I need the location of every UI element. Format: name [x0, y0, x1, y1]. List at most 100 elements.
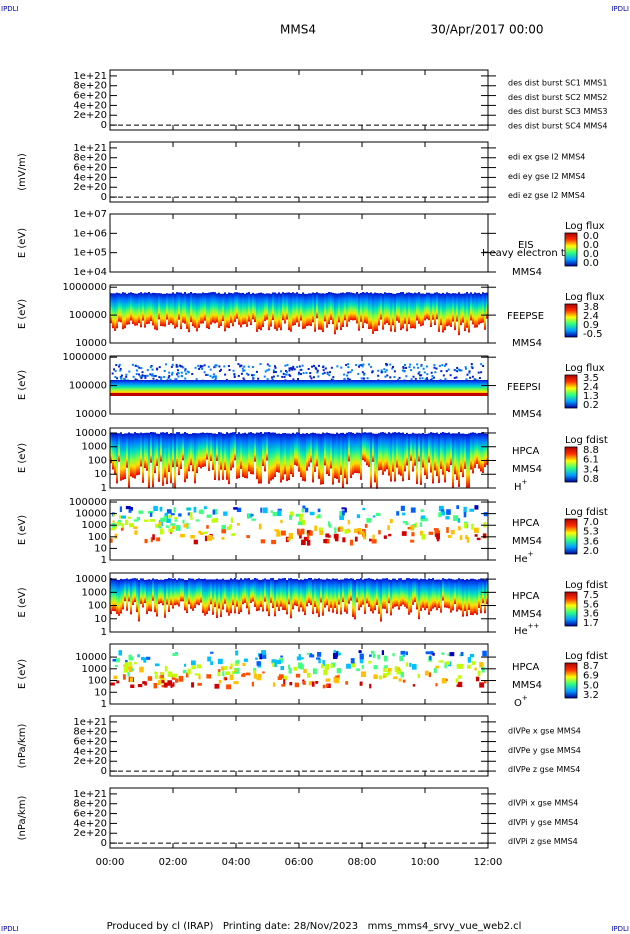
- y-tick-label: 10: [94, 614, 107, 625]
- spectrogram-pixel: [171, 373, 174, 376]
- y-tick-label: 1e+21: [73, 143, 107, 154]
- y-tick-label: 10: [94, 543, 107, 554]
- spectrogram-column: [252, 433, 254, 475]
- spectrogram-pixel: [449, 652, 455, 657]
- spectrogram-pixel: [366, 377, 369, 380]
- spectrogram-pixel: [397, 378, 400, 381]
- spectrogram-pixel: [459, 654, 462, 657]
- spectrogram-pixel: [289, 511, 294, 517]
- spectrogram-column: [376, 433, 378, 489]
- spectrogram-pixel: [270, 510, 273, 513]
- spectrogram-pixel: [360, 364, 363, 367]
- spectrogram-pixel: [259, 653, 263, 660]
- spectrogram-pixel: [335, 675, 340, 678]
- spectrogram-column: [190, 292, 192, 323]
- y-axis-label: E (eV): [17, 370, 28, 400]
- spectrogram-column: [428, 433, 430, 463]
- spectrogram-column: [308, 293, 310, 326]
- spectrogram-column: [154, 432, 156, 474]
- spectrogram-pixel: [480, 363, 483, 366]
- spectrogram-column: [428, 292, 430, 321]
- spectrogram-column: [466, 433, 468, 489]
- spectrogram-column: [340, 432, 342, 475]
- spectrogram-column: [282, 292, 284, 321]
- spectrogram-column: [372, 293, 374, 334]
- spectrogram-column: [338, 433, 340, 483]
- spectrogram-column: [394, 293, 396, 332]
- spectrogram-pixel: [317, 375, 320, 378]
- spectrogram-pixel: [297, 373, 300, 376]
- spectrogram-column: [268, 579, 270, 617]
- colorbar-tick-label: 0.0: [583, 249, 599, 260]
- spectrogram-pixel: [322, 660, 325, 666]
- spectrogram-column: [206, 432, 208, 460]
- spectrogram-column: [216, 293, 218, 323]
- spectrogram-pixel: [311, 681, 315, 687]
- colorbar-tick-label: 5.3: [583, 527, 599, 538]
- spectrogram-pixel: [429, 655, 432, 661]
- legend-entry: des dist burst SC2 MMS2: [508, 93, 607, 102]
- y-tick-label: 10: [94, 687, 107, 698]
- spectrogram-column: [448, 293, 450, 326]
- spectrogram-column: [464, 433, 466, 469]
- spectrogram-pixel: [280, 370, 283, 373]
- spectrogram-pixel: [286, 364, 289, 367]
- spectrogram-column: [242, 433, 244, 477]
- spectrogram-pixel: [474, 667, 477, 671]
- spectrogram-pixel: [207, 365, 210, 368]
- y-tick-label: 2e+20: [73, 828, 107, 839]
- spectrogram-pixel: [433, 366, 436, 369]
- spectrogram-column: [346, 432, 348, 485]
- spectrogram-column: [394, 578, 396, 607]
- spectrogram-pixel: [152, 377, 155, 380]
- spectrogram-pixel: [128, 370, 131, 373]
- spectrogram-column: [140, 432, 142, 467]
- spectrogram-column: [296, 578, 298, 607]
- y-tick-label: 1000: [82, 664, 107, 675]
- spectrogram-pixel: [430, 371, 433, 374]
- spectrogram-pixel: [447, 368, 450, 371]
- spectrogram-column: [324, 579, 326, 608]
- spectrogram-column: [446, 433, 448, 471]
- spectrogram-column: [246, 578, 248, 609]
- spectrogram-pixel: [293, 368, 296, 371]
- spectrogram-pixel: [283, 675, 288, 681]
- spectrogram-pixel: [402, 653, 406, 657]
- spectrogram-pixel: [181, 375, 184, 378]
- spectrogram-pixel: [347, 366, 350, 369]
- spectrogram-pixel: [137, 373, 140, 376]
- spectrogram-pixel: [330, 378, 333, 381]
- spectrogram-pixel: [432, 652, 435, 656]
- spectrogram-pixel: [268, 364, 271, 367]
- spectrogram-pixel: [300, 373, 303, 376]
- spectrogram-pixel: [383, 655, 388, 662]
- spectrogram-pixel: [294, 682, 299, 688]
- spectrogram-pixel: [120, 527, 124, 531]
- spectrogram-column: [334, 578, 336, 608]
- spectrogram-column: [472, 578, 474, 616]
- spectrogram-pixel: [334, 527, 337, 534]
- spectrogram-column: [476, 293, 478, 328]
- colorbar-white: [560, 650, 610, 661]
- spectrogram-pixel: [340, 366, 343, 369]
- spectrogram-column: [352, 432, 354, 475]
- spectrogram-pixel: [232, 369, 235, 372]
- spectrogram-pixel: [295, 673, 301, 678]
- spectrogram-column: [120, 578, 122, 614]
- spectrogram-pixel: [178, 364, 181, 367]
- spectrogram-pixel: [433, 364, 436, 367]
- spectrogram-column: [248, 578, 250, 615]
- legend-entry: des dist burst SC1 MMS1: [508, 79, 607, 88]
- instrument-label: HPCA: [512, 591, 540, 602]
- spectrogram-pixel: [144, 376, 147, 379]
- spectrogram-pixel: [280, 519, 283, 524]
- spectrogram-column: [458, 578, 460, 610]
- y-tick-label: 2e+20: [73, 182, 107, 193]
- spectrogram-column: [340, 579, 342, 615]
- spectrogram-pixel: [174, 519, 178, 522]
- spectrogram-pixel: [465, 378, 468, 381]
- spectrogram-pixel: [263, 375, 266, 378]
- spectrogram-pixel: [160, 672, 165, 675]
- spectrogram-pixel: [378, 675, 383, 680]
- spectrogram-column: [192, 293, 194, 327]
